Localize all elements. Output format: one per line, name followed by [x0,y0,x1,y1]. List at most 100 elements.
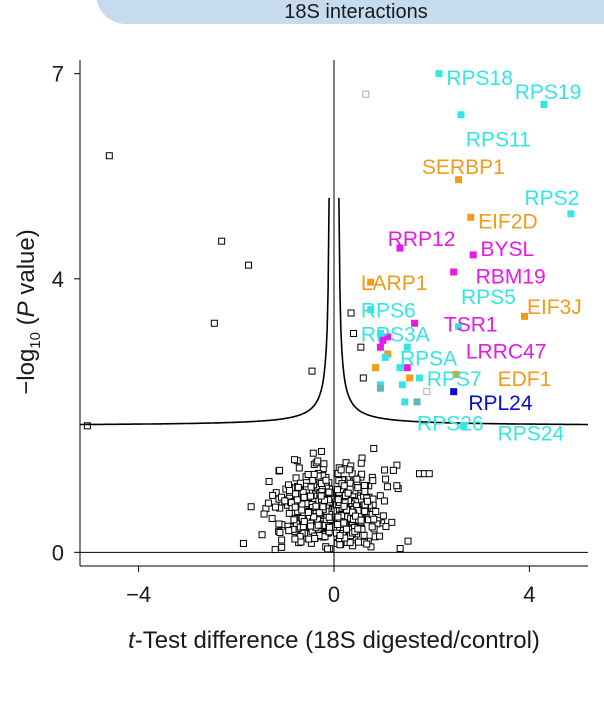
background-point [325,488,333,496]
background-point [333,486,341,494]
label-eif3j: EIF3J [527,296,582,319]
y-tick-label: 7 [52,62,64,87]
background-point [260,510,268,518]
background-point [379,512,387,520]
background-point [311,534,319,542]
protein-point-rpl24 [450,388,458,396]
background-point [247,503,255,511]
protein-point-rps26 [401,398,409,406]
protein-point [376,384,384,392]
background-point [315,509,323,517]
protein-point-rps5 [455,323,463,331]
background-point [396,545,404,553]
protein-point-rbm19 [450,268,458,276]
y-axis-label-subscript: 10 [27,332,44,349]
y-tick-label: 4 [52,267,64,292]
background-point [314,521,322,529]
background-point [320,460,328,468]
background-point [312,502,320,510]
protein-point-rps2 [567,210,575,218]
x-axis-label: t-Test difference (18S digested/control) [128,627,540,654]
background-point [382,523,390,531]
background-point [353,475,361,483]
background-point [362,90,370,98]
background-point [376,532,384,540]
background-point [346,538,354,546]
protein-point-tsr1 [411,319,419,327]
background-point [285,509,293,517]
background-point [268,514,276,522]
background-point [380,497,388,505]
background-point [307,522,315,530]
protein-point-rps3a [376,330,384,338]
background-point [297,538,305,546]
background-point [294,483,302,491]
background-point [337,466,345,474]
y-tick-label: 0 [52,540,64,565]
background-point [368,523,376,531]
protein-point-rps19 [540,100,548,108]
background-point [265,477,273,485]
background-point [393,461,401,469]
background-point [276,466,284,474]
x-axis-label-rest: -Test difference (18S digested/control) [135,627,540,654]
background-point [83,422,91,430]
background-point [269,491,277,499]
background-point [336,531,344,539]
guide-lines [80,60,588,566]
threshold-curve-left [80,197,330,426]
label-serbp1: SERBP1 [422,156,505,179]
background-point [285,527,293,535]
x-tick-label: 4 [523,582,535,607]
background-point [321,533,329,541]
background-point [334,496,342,504]
y-axis-label-prefix: −log [13,349,40,395]
background-point [304,470,312,478]
label-rps18: RPS18 [446,67,513,90]
background-point [322,476,330,484]
label-rps26: RPS26 [417,412,484,435]
protein-point [415,374,423,382]
background-point [361,507,369,515]
title-banner: 18S interactions [96,0,604,24]
label-rps3a: RPS3A [361,324,430,347]
background-point [360,531,368,539]
background-point [304,508,312,516]
protein-point-edf1 [452,371,460,379]
background-point [317,492,325,500]
background-point [286,487,294,495]
background-point [393,482,401,490]
y-axis-label-open: ( [13,317,40,332]
background-point [295,464,303,472]
x-tick-label: −4 [126,582,151,607]
background-point [372,508,380,516]
protein-point-rps7 [396,364,404,372]
background-point [381,466,389,474]
protein-point-serbp1 [455,176,463,184]
background-point [423,388,431,396]
background-point [276,529,284,537]
background-point [340,502,348,510]
background-point [361,487,369,495]
label-rpl24: RPL24 [468,392,533,415]
background-point [239,539,247,547]
background-point [404,537,412,545]
background-point [285,481,293,489]
background-point [370,444,378,452]
background-point [309,449,317,457]
background-point [389,466,397,474]
label-eif2d: EIF2D [478,211,538,234]
protein-point [384,333,392,341]
background-point [291,535,299,543]
background-point [245,261,253,269]
label-bysl: BYSL [481,238,535,261]
protein-point-bysl [469,251,477,259]
background-point [324,545,332,553]
background-point [354,484,362,492]
background-point [210,319,218,327]
background-point [425,470,433,478]
label-rps24: RPS24 [498,423,565,446]
background-point [293,496,301,504]
background-point [292,490,300,498]
